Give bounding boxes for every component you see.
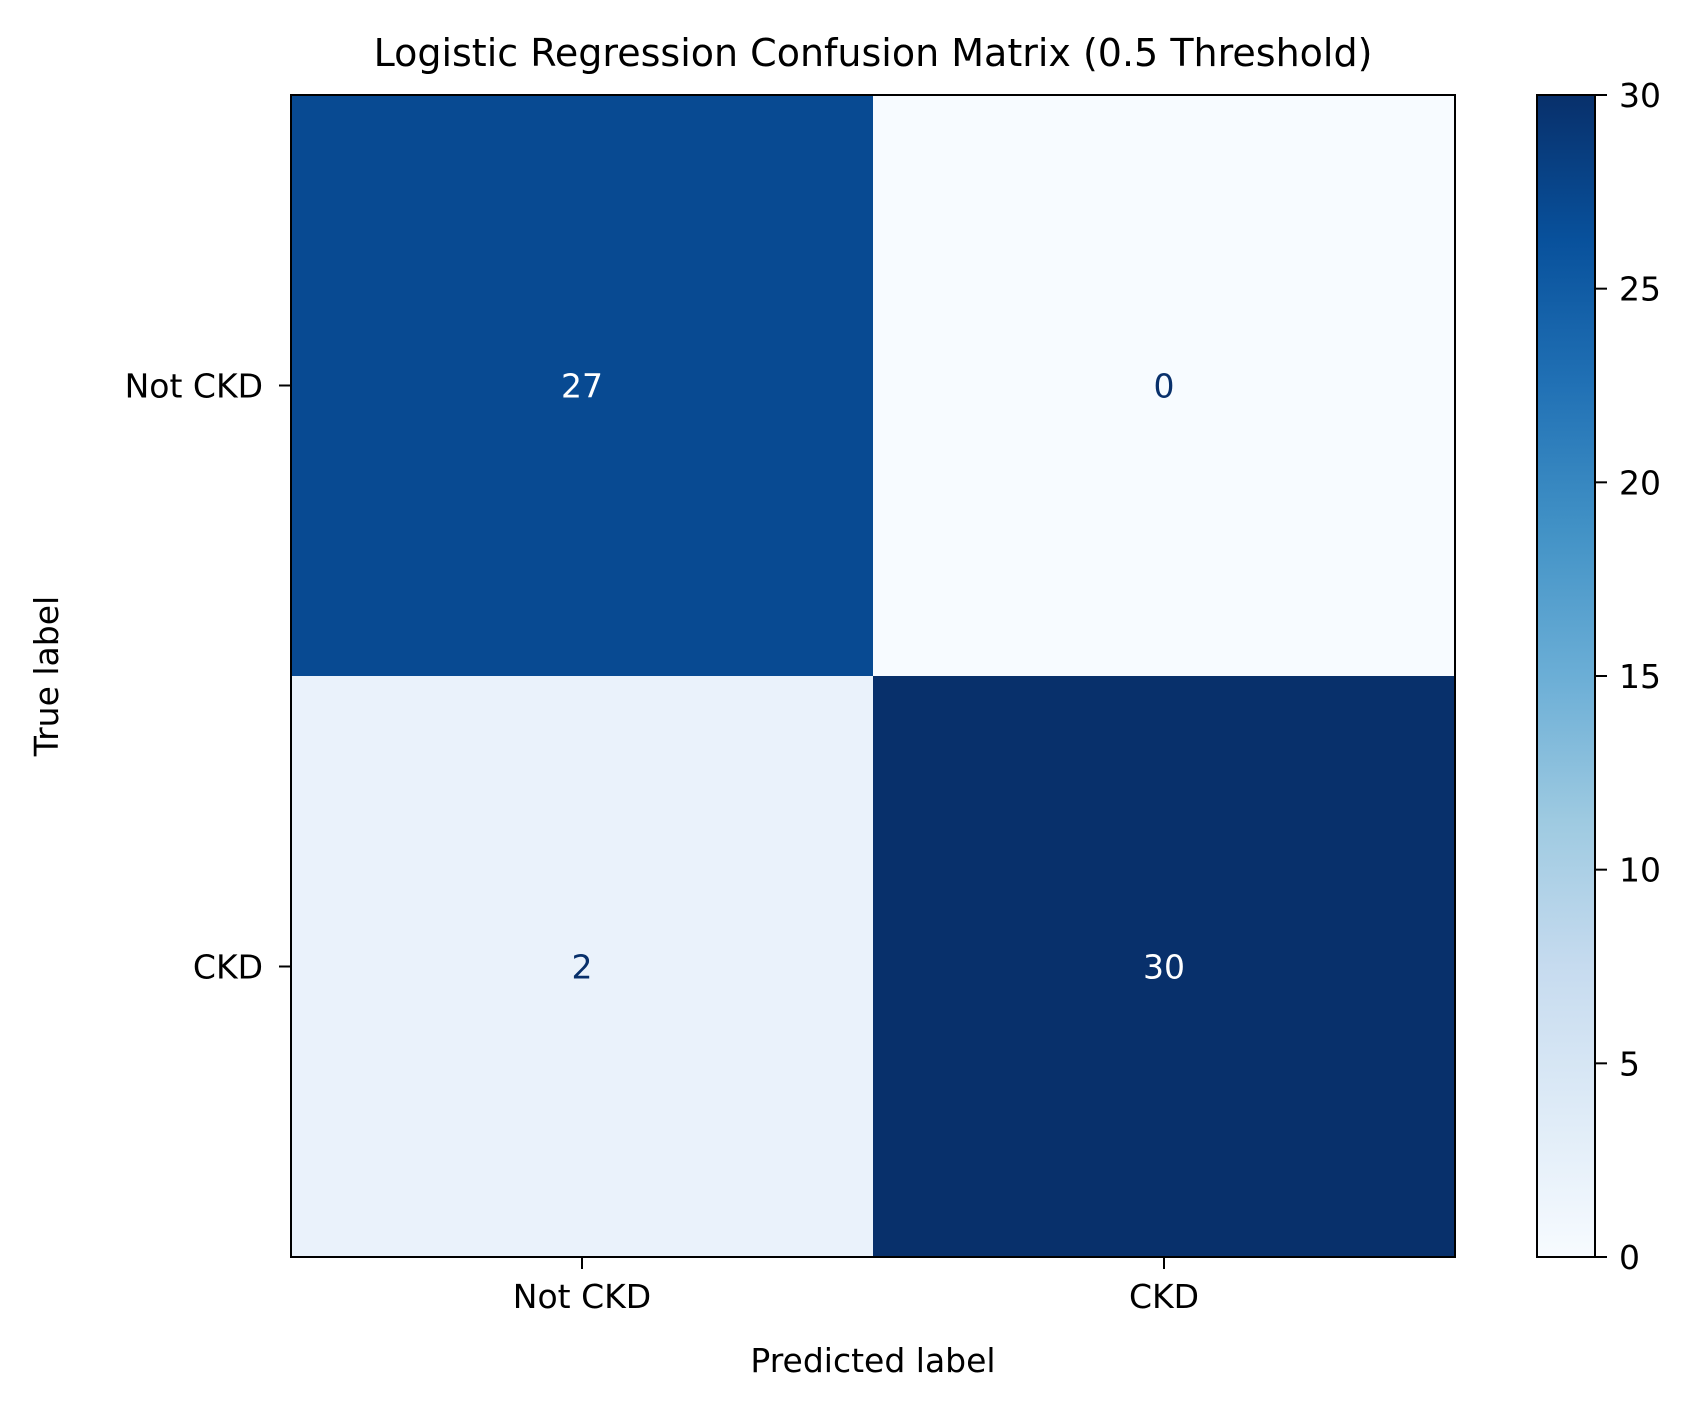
colorbar-tick-label: 25 xyxy=(1619,270,1661,309)
colorbar xyxy=(1536,94,1596,1258)
colorbar-tick-label: 5 xyxy=(1619,1044,1640,1083)
matrix-cell xyxy=(873,676,1455,1257)
matrix-cell xyxy=(291,95,873,676)
cell-value-label: 30 xyxy=(1143,948,1185,987)
cell-value-label: 27 xyxy=(561,367,603,406)
y-tick-label: Not CKD xyxy=(125,367,263,406)
colorbar-tick-label: 10 xyxy=(1619,851,1661,890)
chart-title: Logistic Regression Confusion Matrix (0.… xyxy=(374,31,1373,75)
y-axis-ticks: Not CKD CKD xyxy=(125,367,291,987)
matrix-cells: 27 0 2 30 xyxy=(291,95,1455,1257)
colorbar-tick-label: 0 xyxy=(1619,1238,1640,1277)
colorbar-tick-label: 20 xyxy=(1619,463,1661,502)
y-tick-label: CKD xyxy=(193,948,263,987)
x-axis-label: Predicted label xyxy=(750,1341,995,1380)
colorbar-tick-label: 15 xyxy=(1619,657,1661,696)
colorbar-tick-label: 30 xyxy=(1619,76,1661,115)
matrix-cell xyxy=(873,95,1455,676)
x-axis-ticks: Not CKD CKD xyxy=(513,1257,1199,1316)
matrix-frame xyxy=(290,94,1456,1258)
x-tick-label: Not CKD xyxy=(513,1277,651,1316)
colorbar-ticks: 0 5 10 15 20 25 30 xyxy=(1595,76,1661,1277)
x-tick-label: CKD xyxy=(1129,1277,1199,1316)
cell-value-label: 2 xyxy=(572,948,593,987)
y-axis-label: True label xyxy=(27,596,66,757)
cell-value-label: 0 xyxy=(1154,367,1175,406)
matrix-cell xyxy=(291,676,873,1257)
